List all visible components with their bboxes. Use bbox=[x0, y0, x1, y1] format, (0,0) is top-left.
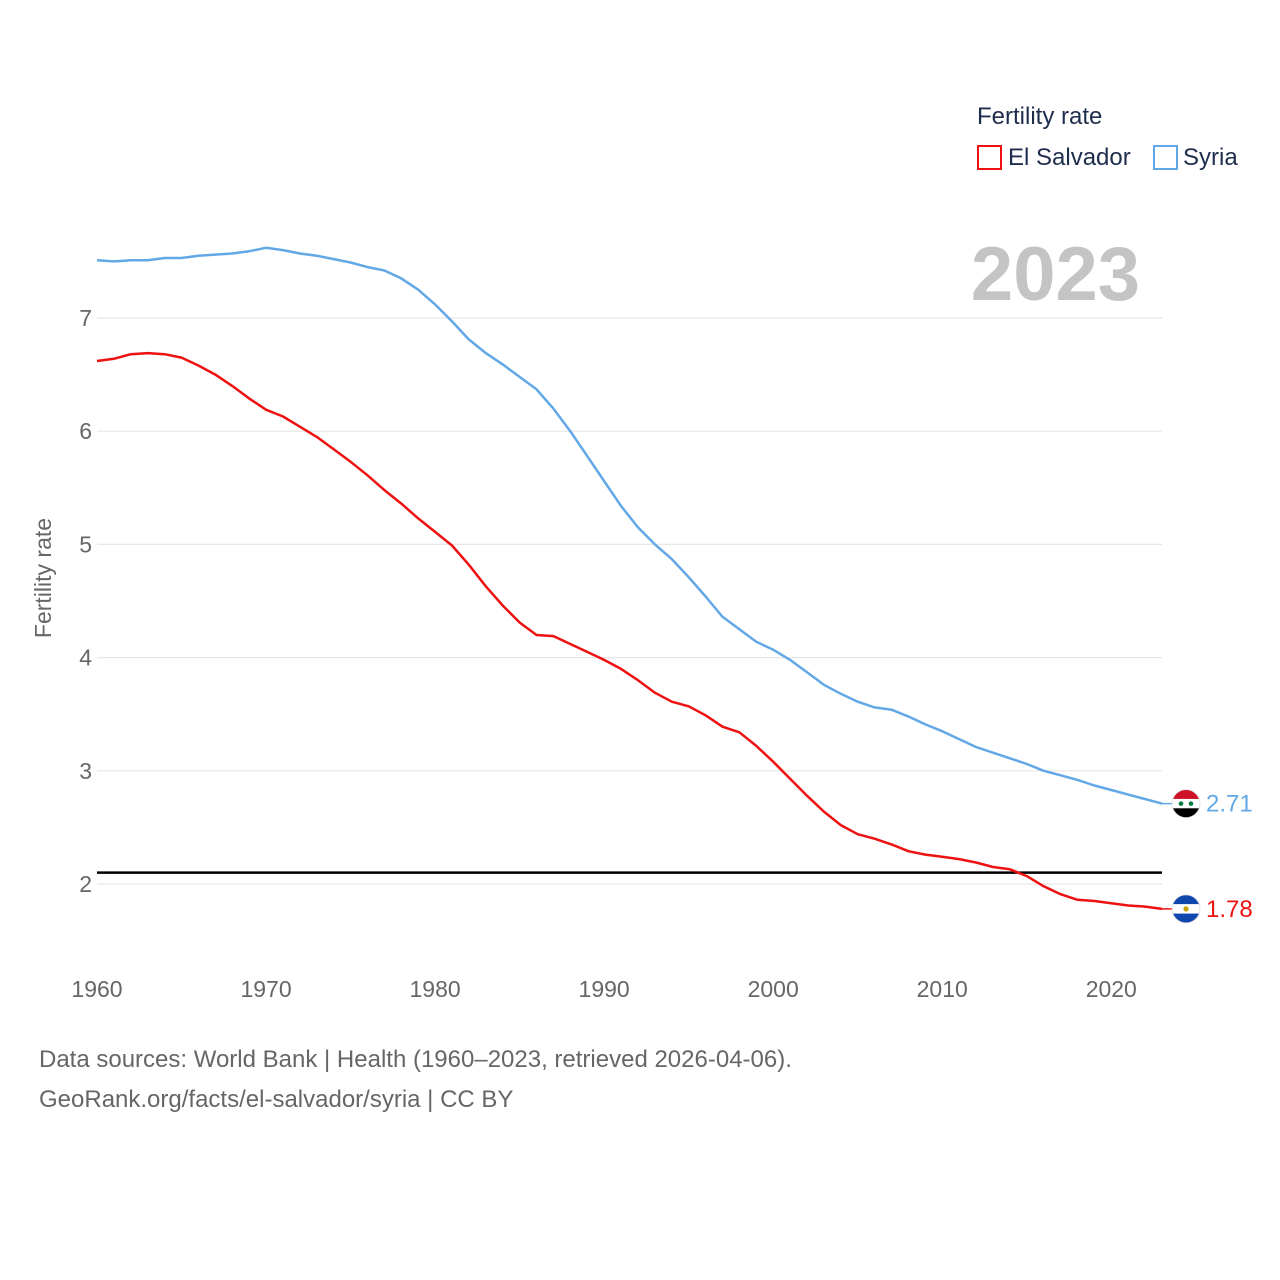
y-tick-label: 4 bbox=[79, 645, 92, 671]
source-line-1: Data sources: World Bank | Health (1960–… bbox=[39, 1046, 792, 1073]
y-axis-ticks: 2 3 4 5 6 7 bbox=[79, 305, 92, 897]
end-markers: 1.78 2.71 bbox=[1162, 789, 1253, 924]
y-tick-label: 6 bbox=[79, 418, 92, 444]
legend: Fertility rate El Salvador Syria bbox=[977, 103, 1238, 171]
el-salvador-flag-icon bbox=[1171, 894, 1201, 924]
y-tick-label: 5 bbox=[79, 531, 92, 557]
source-line-2: GeoRank.org/facts/el-salvador/syria | CC… bbox=[39, 1086, 514, 1113]
y-tick-label: 3 bbox=[79, 758, 92, 784]
x-tick-label: 2000 bbox=[748, 976, 799, 1002]
y-tick-label: 7 bbox=[79, 305, 92, 331]
fertility-chart: 2 3 4 5 6 7 1960 1970 1980 1990 2000 2010 2020 Fert… bbox=[30, 103, 1253, 1002]
x-tick-label: 1970 bbox=[240, 976, 291, 1002]
legend-title: Fertility rate bbox=[977, 103, 1102, 130]
y-axis-label: Fertility rate bbox=[30, 518, 56, 638]
x-tick-label: 2010 bbox=[917, 976, 968, 1002]
legend-label-syria: Syria bbox=[1183, 144, 1238, 171]
end-value-label: 2.71 bbox=[1206, 791, 1253, 818]
x-tick-label: 1990 bbox=[579, 976, 630, 1002]
legend-swatch-el-salvador bbox=[977, 145, 1002, 170]
series-line-el-salvador bbox=[96, 351, 1163, 911]
y-tick-label: 2 bbox=[79, 871, 92, 897]
x-tick-label: 1960 bbox=[71, 976, 122, 1002]
syria-flag-icon bbox=[1171, 789, 1201, 819]
year-label: 2023 bbox=[971, 232, 1140, 317]
x-tick-label: 1980 bbox=[410, 976, 461, 1002]
gridlines bbox=[97, 317, 1162, 885]
x-axis-ticks: 1960 1970 1980 1990 2000 2010 2020 bbox=[71, 976, 1136, 1002]
x-tick-label: 2020 bbox=[1086, 976, 1137, 1002]
series-line-syria bbox=[96, 246, 1163, 805]
end-value-label: 1.78 bbox=[1206, 896, 1253, 923]
legend-label-el-salvador: El Salvador bbox=[1008, 144, 1131, 171]
series-lines bbox=[96, 246, 1163, 911]
legend-swatch-syria bbox=[1153, 145, 1178, 170]
